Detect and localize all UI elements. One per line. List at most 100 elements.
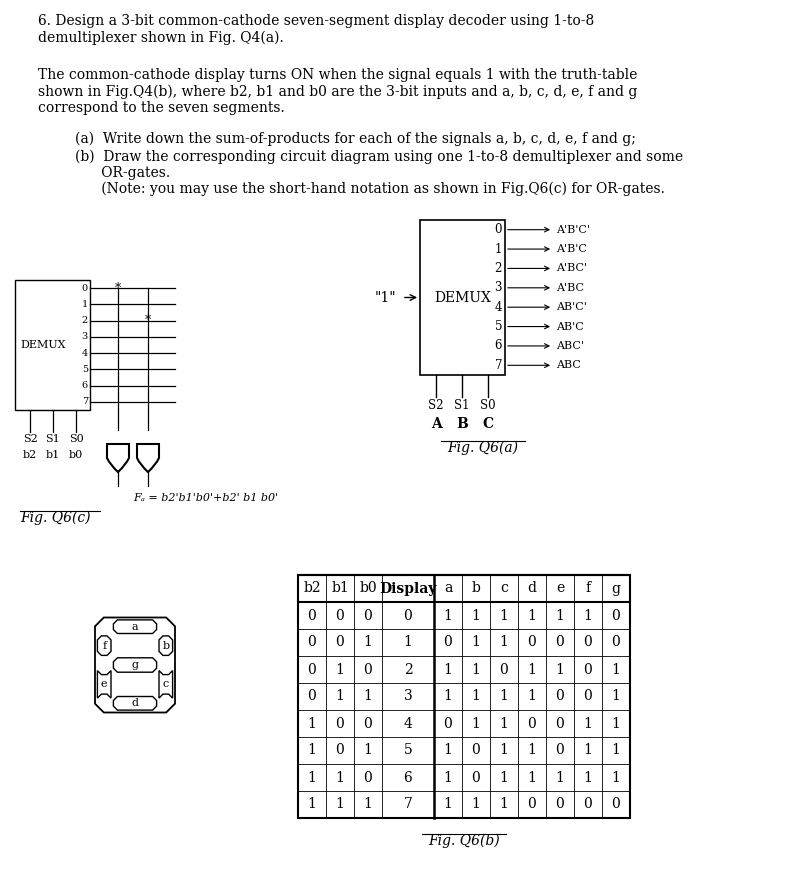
Text: a: a — [131, 621, 139, 632]
Text: 3: 3 — [82, 332, 88, 342]
Text: g: g — [131, 660, 139, 670]
Text: 1: 1 — [500, 797, 509, 811]
Text: 0: 0 — [556, 690, 565, 704]
Text: 0: 0 — [556, 744, 565, 758]
Text: 1: 1 — [472, 635, 481, 649]
Text: 0: 0 — [444, 635, 453, 649]
Bar — [420, 220, 505, 375]
Text: 0: 0 — [528, 717, 537, 731]
Text: b1: b1 — [46, 450, 60, 460]
Text: The common-cathode display turns ON when the signal equals 1 with the truth-tabl: The common-cathode display turns ON when… — [38, 68, 638, 114]
Text: Display: Display — [379, 581, 437, 595]
Text: b: b — [472, 581, 481, 595]
Text: 0: 0 — [444, 717, 453, 731]
Text: 1: 1 — [500, 690, 509, 704]
Text: 6. Design a 3-bit common-cathode seven-segment display decoder using 1-to-8
demu: 6. Design a 3-bit common-cathode seven-s… — [38, 14, 594, 45]
Text: B: B — [456, 417, 468, 431]
Text: 0: 0 — [584, 662, 593, 676]
Text: 5: 5 — [404, 744, 413, 758]
Text: 1: 1 — [336, 662, 344, 676]
Text: 1: 1 — [364, 690, 372, 704]
Text: S1: S1 — [454, 399, 469, 412]
Text: 1: 1 — [611, 717, 621, 731]
Text: 1: 1 — [308, 744, 316, 758]
Text: *: * — [145, 314, 151, 327]
Text: S0: S0 — [69, 434, 83, 444]
Text: A: A — [431, 417, 441, 431]
Text: 7: 7 — [494, 359, 502, 371]
Text: 1: 1 — [611, 771, 621, 785]
Text: 1: 1 — [308, 771, 316, 785]
Text: 0: 0 — [556, 797, 565, 811]
Text: OR-gates.: OR-gates. — [75, 166, 170, 180]
Text: 1: 1 — [556, 608, 565, 622]
Text: 0: 0 — [584, 635, 593, 649]
Text: 0: 0 — [494, 223, 502, 236]
Polygon shape — [114, 658, 157, 672]
Polygon shape — [95, 618, 175, 712]
PathPatch shape — [137, 444, 159, 472]
Text: 1: 1 — [556, 771, 565, 785]
Text: b1: b1 — [331, 581, 349, 595]
Text: 0: 0 — [308, 608, 316, 622]
Text: 1: 1 — [500, 771, 509, 785]
Text: 1: 1 — [308, 797, 316, 811]
Text: 1: 1 — [528, 771, 537, 785]
Text: DEMUX: DEMUX — [20, 340, 66, 350]
Text: 1: 1 — [364, 797, 372, 811]
Text: d: d — [528, 581, 537, 595]
Text: 1: 1 — [472, 690, 481, 704]
Text: (Note: you may use the short-hand notation as shown in Fig.Q6(c) for OR-gates.: (Note: you may use the short-hand notati… — [75, 182, 665, 197]
Text: 5: 5 — [494, 320, 502, 333]
Text: 1: 1 — [472, 608, 481, 622]
Text: 1: 1 — [404, 635, 413, 649]
Polygon shape — [114, 697, 157, 710]
Text: 0: 0 — [584, 690, 593, 704]
Text: b0: b0 — [69, 450, 83, 460]
Polygon shape — [98, 636, 111, 656]
Bar — [298, 575, 630, 818]
Text: S0: S0 — [480, 399, 496, 412]
Text: b0: b0 — [359, 581, 376, 595]
Text: 0: 0 — [308, 635, 316, 649]
Text: 0: 0 — [556, 635, 565, 649]
Text: S2: S2 — [22, 434, 38, 444]
Text: 3: 3 — [404, 690, 413, 704]
Text: 1: 1 — [584, 744, 593, 758]
Text: c: c — [500, 581, 508, 595]
Text: 1: 1 — [472, 662, 481, 676]
Text: 1: 1 — [528, 608, 537, 622]
Text: f: f — [103, 641, 107, 650]
Text: 0: 0 — [336, 717, 344, 731]
Text: 0: 0 — [82, 284, 88, 293]
Text: 1: 1 — [444, 662, 453, 676]
Text: 1: 1 — [500, 635, 509, 649]
Text: 0: 0 — [500, 662, 509, 676]
Text: S1: S1 — [46, 434, 60, 444]
Text: 0: 0 — [472, 771, 481, 785]
Text: S2: S2 — [429, 399, 444, 412]
Bar — [15, 280, 90, 410]
Text: 2: 2 — [495, 262, 502, 275]
Text: 0: 0 — [528, 797, 537, 811]
Text: (a)  Write down the sum-of-products for each of the signals a, b, c, d, e, f and: (a) Write down the sum-of-products for e… — [75, 132, 636, 146]
Text: 0: 0 — [472, 744, 481, 758]
Text: 1: 1 — [611, 690, 621, 704]
Text: A'B'C: A'B'C — [556, 244, 587, 254]
Text: 1: 1 — [472, 797, 481, 811]
Text: 1: 1 — [308, 717, 316, 731]
Text: 0: 0 — [364, 662, 372, 676]
Text: 5: 5 — [82, 364, 88, 374]
Text: 4: 4 — [82, 349, 88, 357]
Text: 0: 0 — [364, 608, 372, 622]
Text: (b)  Draw the corresponding circuit diagram using one 1-to-8 demultiplexer and s: (b) Draw the corresponding circuit diagr… — [75, 150, 683, 164]
Text: e: e — [101, 679, 107, 690]
Text: 1: 1 — [336, 797, 344, 811]
Text: 1: 1 — [500, 717, 509, 731]
Text: 2: 2 — [82, 316, 88, 325]
Text: ABC: ABC — [556, 360, 581, 371]
Text: *: * — [115, 281, 121, 295]
Text: 7: 7 — [82, 398, 88, 406]
Text: 6: 6 — [404, 771, 413, 785]
Text: b: b — [163, 641, 169, 650]
